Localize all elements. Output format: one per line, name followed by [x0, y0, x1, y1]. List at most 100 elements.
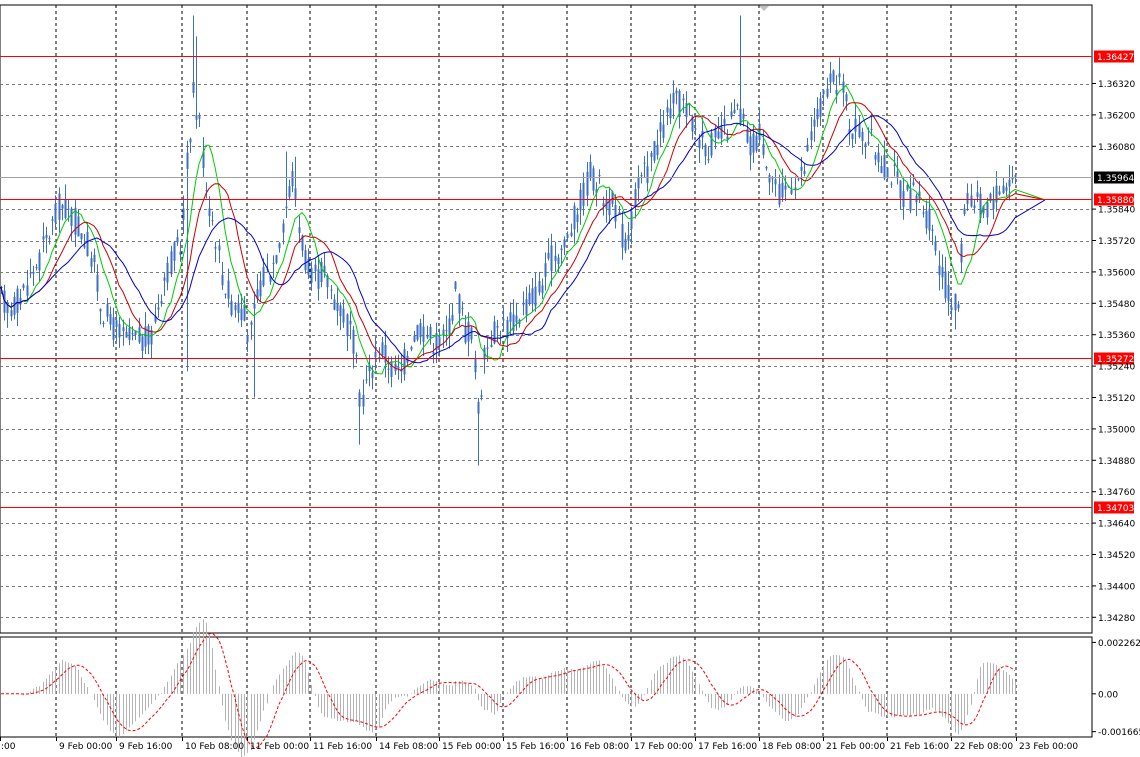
candle-body: [96, 274, 99, 292]
candle-body: [186, 152, 189, 169]
candle-body: [826, 88, 829, 97]
candle-body: [1005, 187, 1008, 191]
candle-body: [333, 299, 336, 310]
price-tick-label: 1.34400: [1098, 582, 1135, 592]
candle-body: [778, 183, 781, 205]
candle-body: [394, 363, 397, 372]
candle-body: [742, 113, 745, 119]
candle-body: [515, 315, 518, 323]
candle-body: [822, 90, 825, 95]
candle-body: [141, 336, 144, 351]
price-axis: 1.36320 1.36200 1.36080 1.35840 1.35720 1.356…: [1092, 80, 1135, 624]
candle-body: [704, 144, 707, 157]
candle-body: [544, 263, 547, 277]
candle-body: [125, 331, 128, 338]
candle-body: [752, 133, 755, 153]
level-price-label: 1.35880: [1097, 196, 1134, 206]
candle-body: [928, 208, 931, 231]
candle-body: [397, 366, 400, 369]
candle-body: [163, 277, 166, 281]
price-tick-label: 1.35240: [1098, 363, 1135, 373]
candle-body: [416, 324, 419, 340]
candle-body: [352, 329, 355, 354]
candle-body: [662, 124, 665, 138]
candle-body: [848, 129, 851, 134]
candle-body: [454, 281, 457, 290]
candle-body: [733, 109, 736, 114]
price-tick-label: 1.36320: [1098, 80, 1135, 90]
candle-body: [144, 326, 147, 347]
candle-body: [358, 392, 361, 407]
oscillator-tick-label: 0.002262: [1098, 639, 1140, 649]
candle-body: [842, 81, 845, 93]
candle-body: [387, 368, 390, 370]
candle-body: [323, 265, 326, 273]
candle-body: [883, 154, 886, 179]
candle-body: [746, 129, 749, 143]
oscillator-series: [1, 619, 1016, 757]
candle-body: [294, 188, 297, 200]
candle-body: [538, 280, 541, 293]
candle-body: [54, 203, 57, 223]
candle-body: [672, 92, 675, 104]
candle-body: [157, 307, 160, 310]
chart-shift-marker[interactable]: [759, 6, 769, 11]
price-tick-label: 1.35000: [1098, 425, 1135, 435]
candle-body: [99, 308, 102, 312]
candle-body: [32, 272, 35, 274]
candle-body: [278, 243, 281, 249]
candle-body: [365, 379, 368, 381]
candle-body: [326, 275, 329, 288]
candle-body: [426, 334, 429, 338]
candle-body: [83, 245, 86, 248]
candle-body: [938, 265, 941, 276]
candle-body: [307, 258, 310, 275]
candle-body: [67, 208, 70, 210]
level-price-box: [1094, 501, 1134, 514]
candle-body: [374, 351, 377, 358]
candle-body: [368, 364, 371, 372]
candle-body: [854, 118, 857, 132]
candle-body: [253, 304, 256, 309]
price-tick-label: 1.35120: [1098, 394, 1135, 404]
level-price-label: 1.35272: [1097, 355, 1134, 365]
candle-body: [634, 189, 637, 207]
candle-body: [189, 138, 192, 143]
candle-body: [106, 304, 109, 317]
candle-body: [122, 327, 125, 332]
candle-body: [557, 257, 560, 265]
candle-body: [627, 235, 630, 241]
candle-body: [22, 284, 25, 288]
candle-body: [592, 168, 595, 191]
candle-body: [51, 219, 54, 221]
candle-body: [976, 192, 979, 198]
candle-body: [918, 191, 921, 199]
candle-body: [26, 285, 29, 296]
candle-body: [419, 323, 422, 338]
oscillator-axis: 0.002262 0.00 -0.001665: [1092, 639, 1140, 738]
candle-body: [448, 318, 451, 334]
candle-body: [669, 108, 672, 119]
candle-body: [288, 186, 291, 198]
candle-body: [198, 116, 201, 119]
candle-body: [211, 220, 214, 222]
candle-body: [310, 267, 313, 284]
candle-body: [582, 182, 585, 206]
candle-body: [432, 352, 435, 354]
candle-body: [493, 321, 496, 344]
candle-body: [630, 211, 633, 229]
candle-body: [80, 233, 83, 240]
candle-body: [429, 326, 432, 338]
candle-body: [477, 401, 480, 414]
time-tick-label: 11 Feb 00:00: [250, 742, 309, 752]
candle-body: [906, 184, 909, 190]
candle-body: [256, 289, 259, 300]
candle-body: [941, 267, 944, 278]
candle-body: [611, 191, 614, 204]
main-panel-frame: [0, 4, 1093, 634]
time-tick-label: 15 Feb 16:00: [506, 742, 565, 752]
candle-body: [678, 91, 681, 118]
level-price-box: [1094, 352, 1134, 365]
main-panel: [0, 4, 1093, 634]
